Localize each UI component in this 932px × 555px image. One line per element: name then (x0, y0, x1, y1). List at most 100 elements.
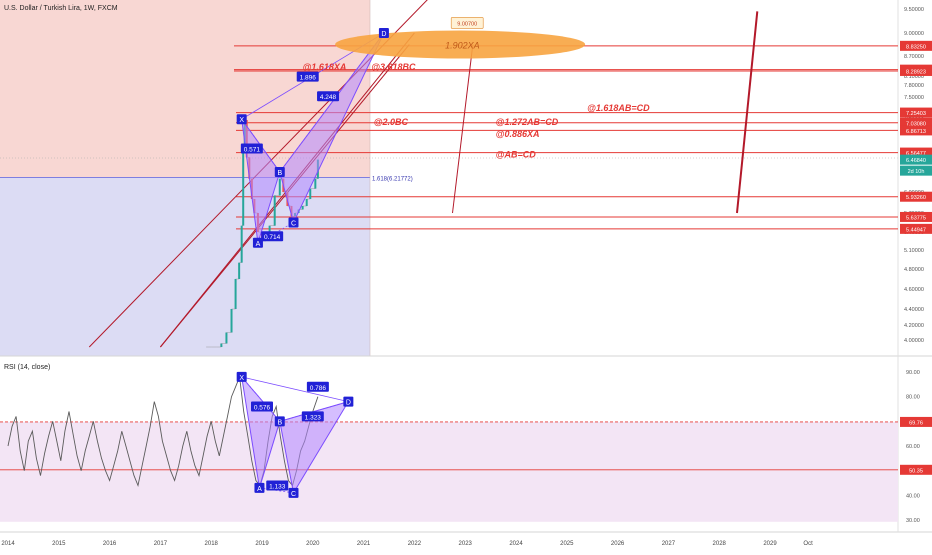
rsi-ratio-box-0-text: 0.576 (254, 405, 271, 412)
fib-annotation-1: @3.618BC (371, 62, 416, 72)
rsi-tick-6: 90.00 (906, 370, 920, 376)
level-badge-4 (900, 117, 932, 128)
rsi-point-label-B: B (277, 419, 282, 426)
time-tick-4: 2018 (205, 541, 219, 547)
level-badge-4-text: 7.03080 (906, 121, 926, 127)
rsi-point-X (236, 371, 247, 382)
rsi-point-label-A: A (257, 486, 262, 493)
projection-line-0 (452, 44, 474, 214)
time-tick-6: 2020 (306, 541, 320, 547)
fib-annotation-3: @2.0BC (374, 117, 409, 127)
ratio-box-1-text: 1.896 (300, 75, 317, 82)
level-badge-6-text: 6.56477 (906, 151, 926, 157)
ellipse-label: 1.902XA (445, 41, 480, 51)
level-badge-5-text: 6.86713 (906, 129, 926, 135)
chart-title: U.S. Dollar / Turkish Lira, 1W, FXCM (4, 5, 118, 12)
ratio-box-2-text: 4.248 (320, 94, 337, 101)
rsi-point-B (274, 416, 285, 427)
price-tick-3: 4.60000 (904, 287, 924, 293)
price-tick-19: 9.50000 (904, 7, 924, 13)
countdown-badge (900, 165, 932, 176)
rsi-tick-1: 40.00 (906, 493, 920, 499)
price-tick-15: 8.10000 (904, 74, 924, 80)
price-point-label-X: X (239, 117, 244, 124)
time-tick-15: 2029 (763, 541, 777, 547)
time-tick-16: Oct (803, 541, 813, 547)
price-tick-2: 4.40000 (904, 307, 924, 313)
level-badge-5 (900, 125, 932, 136)
time-tick-1: 2015 (52, 541, 66, 547)
rsi-tick-3: 60.00 (906, 444, 920, 450)
time-tick-13: 2027 (662, 541, 676, 547)
price-point-A (252, 237, 263, 248)
fib-annotation-6: @AB=CD (496, 149, 537, 159)
price-tick-1: 4.20000 (904, 323, 924, 329)
fib-annotation-5: @0.886XA (496, 129, 540, 139)
time-tick-11: 2025 (560, 541, 574, 547)
rsi-tick-0: 30.00 (906, 518, 920, 524)
rsi-level-badge-1 (900, 464, 932, 475)
rsi-point-C (288, 487, 299, 498)
rsi-pattern-link (241, 376, 349, 402)
rsi-ratio-box-1 (306, 381, 329, 392)
projection-line-1 (735, 11, 759, 214)
current-price-badge-text: 6.46840 (906, 158, 926, 164)
price-tick-17: 8.70000 (904, 54, 924, 60)
fib-label: 1.618(6.21772) (372, 176, 413, 182)
level-badge-3 (900, 107, 932, 118)
rsi-point-label-X: X (239, 375, 244, 382)
rsi-band (0, 421, 898, 522)
rsi-title: RSI (14, close) (4, 364, 51, 371)
rsi-level-badge-1-text: 50.35 (909, 468, 923, 474)
time-tick-8: 2022 (408, 541, 422, 547)
level-badge-7 (900, 191, 932, 202)
price-point-label-C: C (291, 221, 296, 228)
target-ellipse (335, 30, 586, 59)
rsi-point-label-D: D (346, 400, 351, 407)
rsi-level-badge-0 (900, 416, 932, 427)
time-tick-5: 2019 (255, 541, 269, 547)
target-badge (450, 17, 484, 29)
ratio-box-1 (296, 71, 319, 82)
rsi-pattern-link (241, 376, 281, 422)
fib-annotation-2: @1.618AB=CD (587, 103, 650, 113)
price-tick-0: 4.00000 (904, 338, 924, 344)
fib-annotation-4: @1.272AB=CD (496, 117, 559, 127)
rsi-point-A (254, 482, 265, 493)
ratio-box-0-text: 0.571 (244, 147, 261, 154)
level-badge-2-text: 8.28923 (906, 69, 926, 75)
current-price-badge (900, 154, 932, 165)
level-badge-2 (900, 65, 932, 76)
price-point-label-D: D (381, 31, 386, 38)
time-tick-7: 2021 (357, 541, 371, 547)
fib-annotation-0: @1.618XA (303, 62, 347, 72)
price-tick-18: 9.00000 (904, 31, 924, 37)
trend-line-2 (160, 44, 410, 348)
time-tick-2: 2016 (103, 541, 117, 547)
price-tick-4: 4.80000 (904, 267, 924, 273)
price-point-label-A: A (256, 241, 261, 248)
pattern-triangle (279, 32, 385, 224)
level-badge-8-text: 5.63775 (906, 215, 926, 221)
time-tick-14: 2028 (713, 541, 727, 547)
level-badge-8 (900, 211, 932, 222)
rsi-point-D (343, 396, 354, 407)
time-tick-9: 2023 (459, 541, 473, 547)
rsi-ratio-box-1-text: 0.786 (310, 385, 327, 392)
price-tick-13: 7.50000 (904, 95, 924, 101)
target-badge-label: 9.00700 (457, 21, 477, 27)
rsi-level-badge-0-text: 69.76 (909, 420, 923, 426)
price-tick-5: 5.10000 (904, 248, 924, 254)
price-point-X (236, 114, 247, 125)
level-badge-0-text: 8.83250 (906, 44, 926, 50)
rsi-tick-5: 80.00 (906, 395, 920, 401)
rsi-ratio-box-3-text: 1.133 (269, 483, 286, 490)
price-point-label-B: B (277, 170, 282, 177)
rsi-ratio-box-3 (266, 480, 289, 491)
time-tick-10: 2024 (509, 541, 523, 547)
price-point-D (378, 28, 389, 38)
price-tick-14: 7.80000 (904, 83, 924, 89)
price-point-C (288, 217, 299, 228)
